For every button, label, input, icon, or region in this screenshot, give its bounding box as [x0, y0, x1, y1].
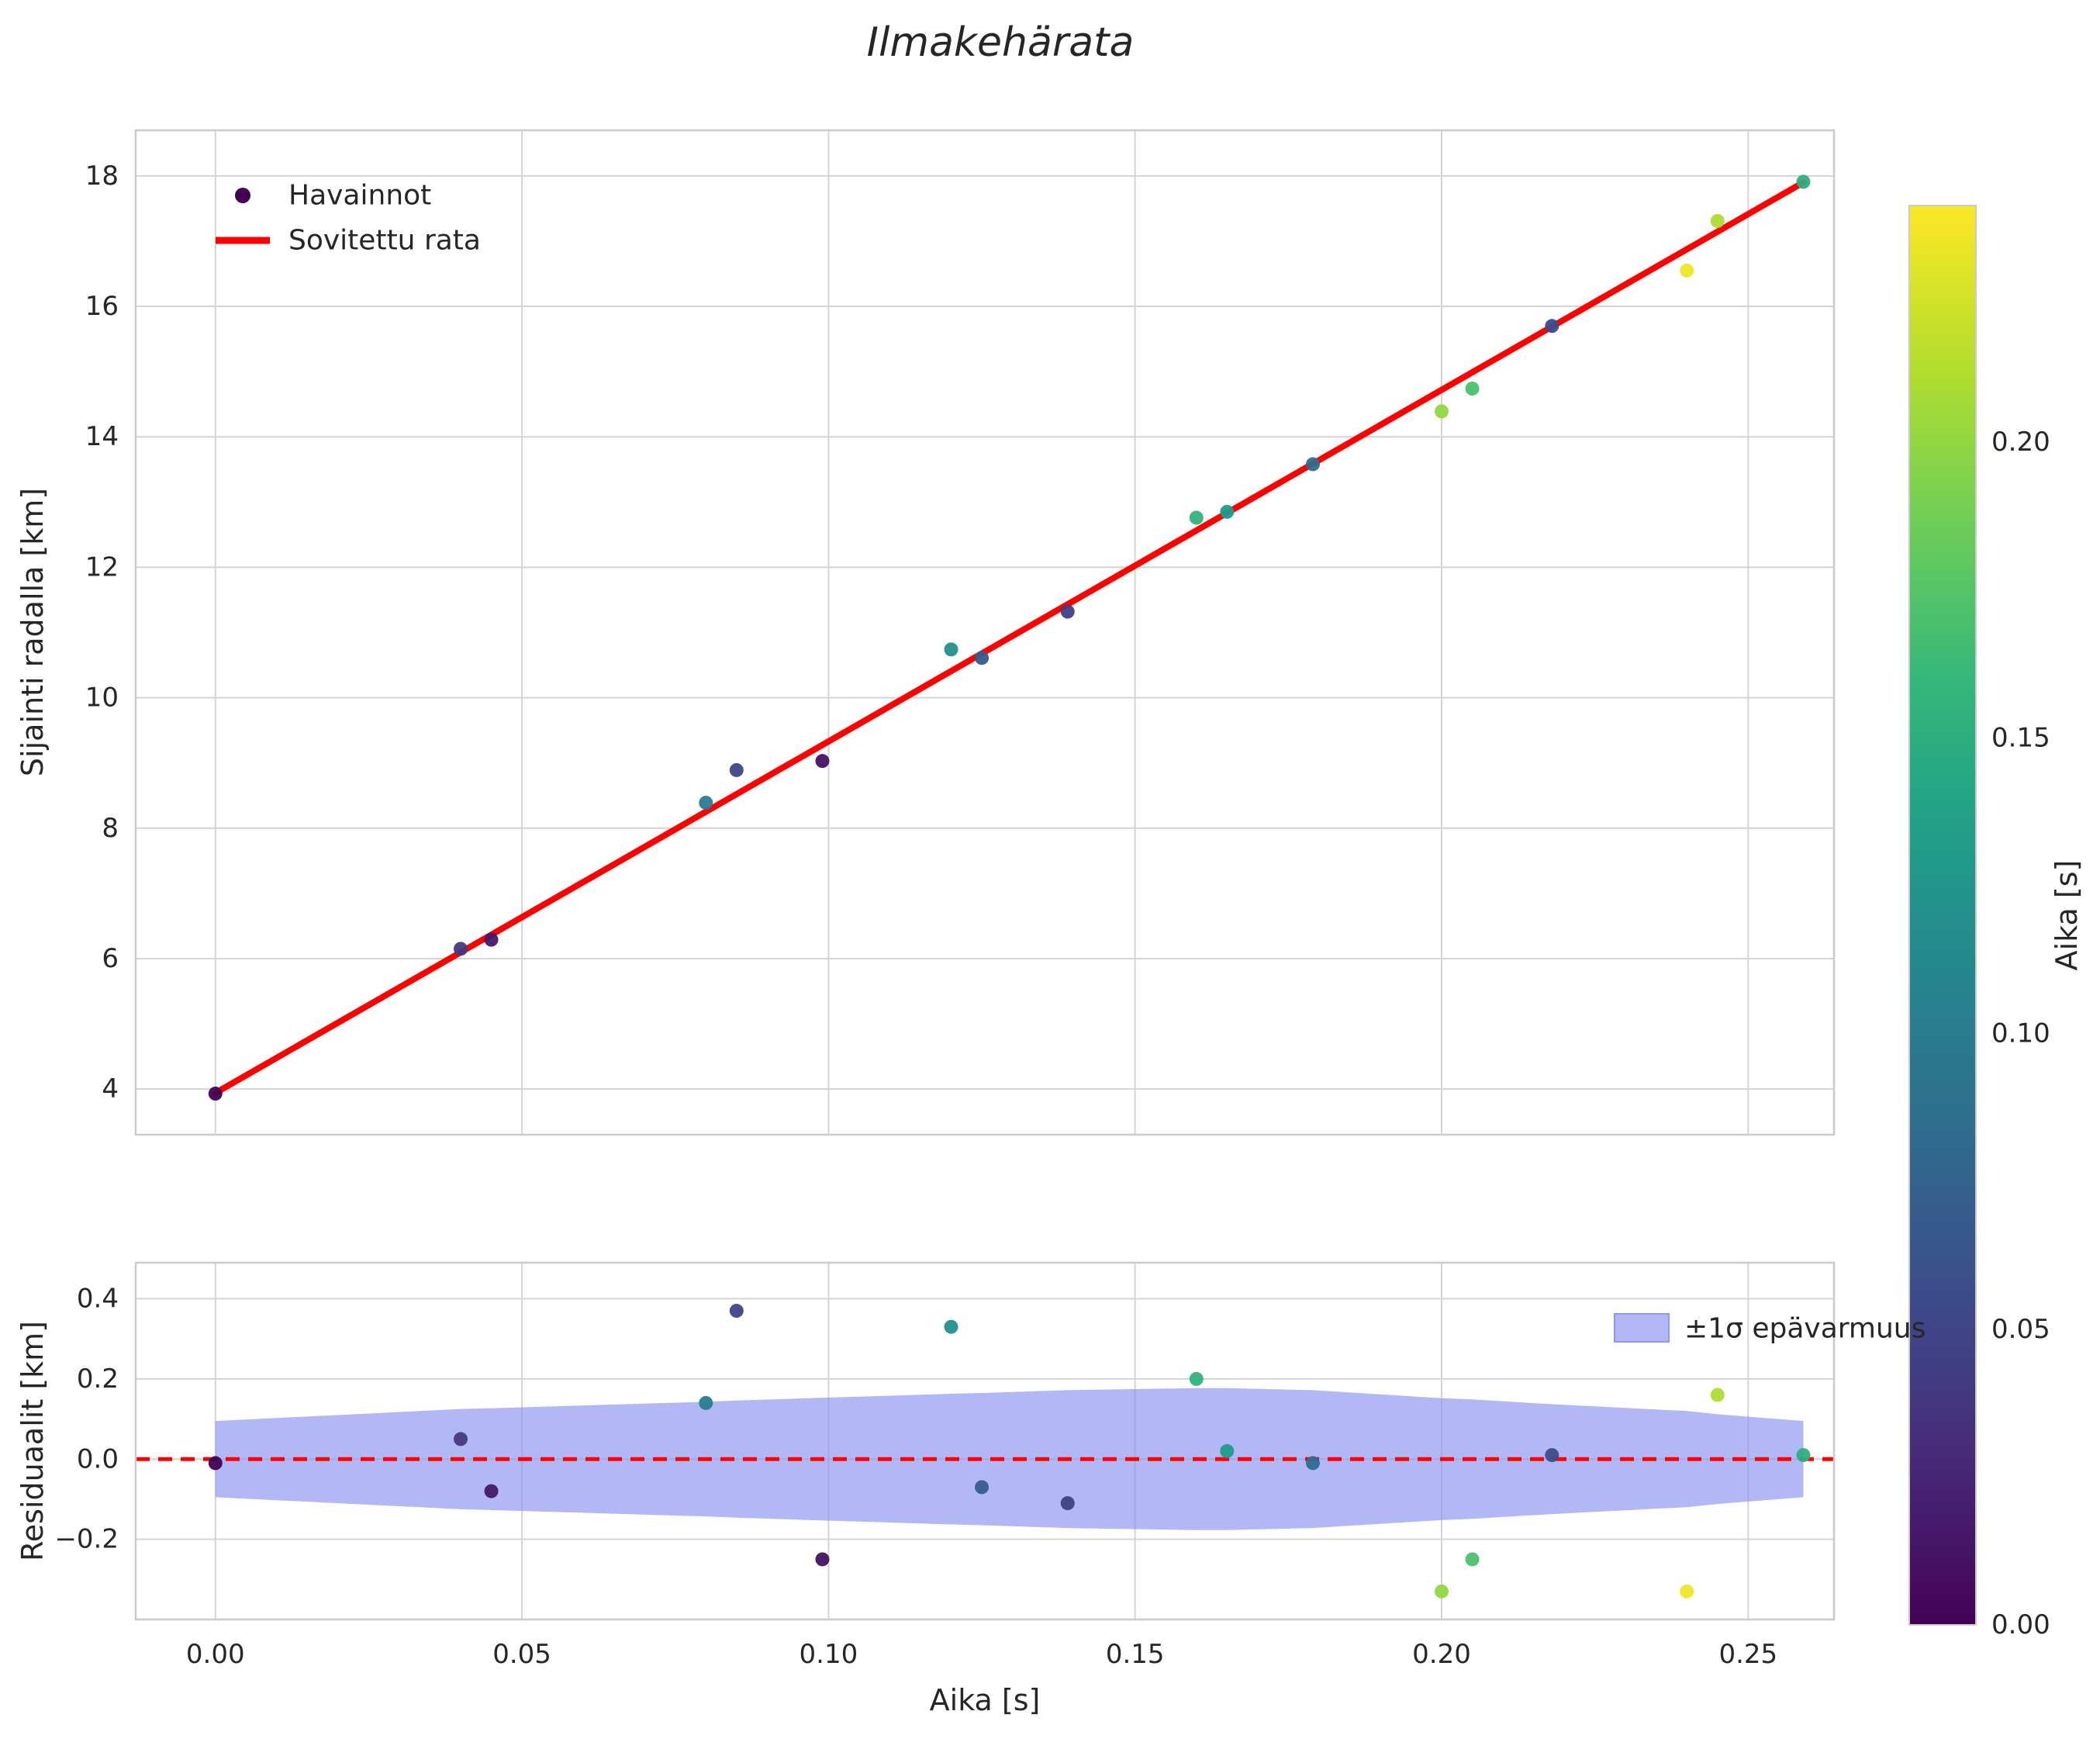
data-point — [1220, 1443, 1235, 1458]
data-point — [975, 1480, 990, 1495]
data-point — [1680, 1584, 1694, 1599]
y-tick-label: 0.2 — [77, 1364, 119, 1395]
main-y-axis-label: Sijainti radalla [km] — [16, 488, 50, 776]
legend-scatter-marker-icon — [235, 188, 250, 203]
x-tick-label: 0.15 — [1106, 1639, 1165, 1670]
fit-line — [212, 179, 1807, 1097]
y-tick-label: 16 — [85, 291, 119, 322]
data-point — [454, 1432, 468, 1446]
colorbar-tick-label: 0.10 — [1991, 1018, 2050, 1049]
data-point — [1060, 1496, 1075, 1511]
legend-residual: ±1σ epävarmuus — [1614, 1313, 1926, 1345]
plot-border — [134, 1261, 1836, 1621]
plot-border — [134, 129, 1836, 1136]
y-tick-label: 10 — [85, 683, 119, 714]
y-tick-label: 0.4 — [77, 1284, 119, 1315]
x-tick-label: 0.10 — [800, 1639, 858, 1670]
y-tick-label: 12 — [85, 551, 119, 582]
colorbar-axis-label: Aika [s] — [2050, 860, 2084, 971]
y-tick-label: 18 — [85, 161, 119, 192]
data-point — [1060, 604, 1075, 619]
legend-band-swatch-icon — [1614, 1313, 1670, 1343]
colorbar-tick-label: 0.00 — [1991, 1609, 2050, 1640]
legend-band-label: ±1σ epävarmuus — [1684, 1313, 1926, 1345]
data-point — [454, 942, 468, 956]
data-point — [208, 1087, 223, 1101]
data-point — [1305, 1456, 1320, 1471]
data-point — [484, 932, 499, 947]
data-point — [1545, 319, 1559, 334]
colorbar-tick-label: 0.05 — [1991, 1314, 2050, 1345]
uncertainty-band — [215, 1388, 1804, 1530]
data-point — [1710, 1388, 1725, 1402]
data-point — [729, 762, 744, 777]
main-plot: 4 6 8 10 12 14 16 18 — [85, 129, 1836, 1136]
data-point — [1796, 175, 1811, 189]
colorbar-tick-label: 0.20 — [1991, 427, 2050, 458]
data-point — [699, 1395, 713, 1410]
data-point — [1710, 213, 1725, 228]
x-tick-label: 0.05 — [492, 1639, 551, 1670]
data-point — [208, 1456, 223, 1471]
residual-y-axis-label: Residuaalit [km] — [16, 1321, 50, 1561]
data-point — [1465, 1552, 1480, 1567]
data-point — [1435, 404, 1449, 419]
y-tick-label: 0.0 — [77, 1443, 119, 1474]
data-point — [1435, 1584, 1449, 1599]
colorbar-gradient — [1908, 205, 1977, 1626]
data-point — [484, 1484, 499, 1498]
data-point — [815, 754, 830, 769]
data-point — [1189, 510, 1204, 525]
legend-line-label: Sovitettu rata — [288, 225, 481, 257]
y-tick-label: 6 — [102, 943, 119, 974]
data-point — [1189, 1371, 1204, 1386]
data-point — [1465, 382, 1480, 396]
data-point — [1796, 1448, 1811, 1463]
data-point — [944, 1319, 958, 1334]
y-tick-label: 14 — [85, 421, 119, 452]
data-point — [1305, 457, 1320, 472]
legend-scatter-label: Havainnot — [288, 180, 431, 212]
residual-plot: −0.2 0.0 0.2 0.4 0.00 0.05 0.10 0.15 0.20 0.25 — [54, 1261, 1836, 1670]
data-point — [729, 1304, 744, 1319]
data-point — [1220, 504, 1235, 519]
colorbar-tick-label: 0.15 — [1991, 722, 2050, 753]
y-tick-label: 8 — [102, 813, 119, 844]
x-tick-label: 0.00 — [186, 1639, 245, 1670]
legend-main: Havainnot Sovitettu rata — [216, 180, 481, 257]
data-point — [975, 651, 990, 665]
chart-title: Ilmakehärata — [867, 19, 1135, 66]
x-axis-label: Aika [s] — [930, 1683, 1041, 1717]
y-tick-label: 4 — [102, 1073, 119, 1104]
data-point — [699, 795, 713, 810]
data-point — [1680, 263, 1694, 278]
plot-area — [136, 130, 1834, 1135]
x-tick-label: 0.20 — [1412, 1639, 1471, 1670]
data-point — [1545, 1448, 1559, 1463]
colorbar: 0.00 0.05 0.10 0.15 0.20 — [1908, 205, 2050, 1640]
y-tick-label: −0.2 — [54, 1524, 119, 1555]
data-point — [815, 1552, 830, 1567]
data-point — [944, 642, 958, 657]
x-tick-label: 0.25 — [1718, 1639, 1777, 1670]
